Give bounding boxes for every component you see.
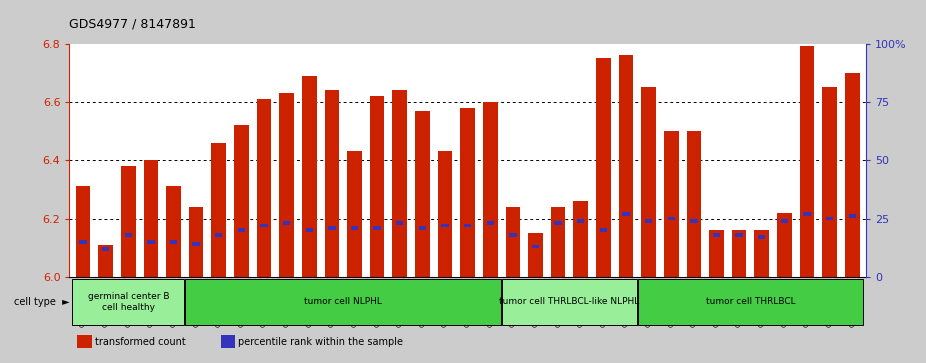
Text: tumor cell THRLBCL: tumor cell THRLBCL (706, 297, 795, 306)
FancyBboxPatch shape (638, 279, 863, 325)
Bar (80, 240, 87, 244)
Bar (302, 76, 317, 277)
Bar (758, 235, 766, 239)
Bar (396, 221, 404, 225)
Bar (460, 108, 475, 277)
Bar (464, 224, 471, 227)
Bar (169, 240, 177, 244)
Bar (532, 245, 539, 248)
FancyBboxPatch shape (72, 279, 184, 325)
Bar (577, 219, 584, 223)
Bar (78, 335, 92, 348)
Bar (193, 242, 200, 246)
Text: tumor cell NLPHL: tumor cell NLPHL (305, 297, 382, 306)
Bar (668, 217, 675, 220)
Bar (826, 217, 833, 220)
Bar (686, 131, 701, 277)
Bar (442, 224, 449, 227)
Bar (644, 219, 652, 223)
FancyBboxPatch shape (185, 279, 501, 325)
Bar (800, 46, 814, 277)
Bar (280, 93, 294, 277)
Bar (528, 233, 543, 277)
Bar (125, 233, 131, 237)
Bar (664, 131, 679, 277)
Bar (438, 151, 453, 277)
Bar (147, 240, 155, 244)
Bar (848, 214, 856, 218)
Bar (121, 166, 135, 277)
Text: transformed count: transformed count (95, 337, 186, 347)
Text: percentile rank within the sample: percentile rank within the sample (238, 337, 404, 347)
Bar (373, 226, 381, 230)
Bar (144, 160, 158, 277)
Bar (260, 224, 268, 227)
Bar (220, 335, 235, 348)
Bar (419, 226, 426, 230)
Bar (555, 221, 562, 225)
Bar (98, 245, 113, 277)
Bar (551, 207, 566, 277)
Bar (283, 221, 291, 225)
Bar (166, 187, 181, 277)
Bar (509, 233, 517, 237)
Bar (102, 247, 109, 251)
Bar (622, 212, 630, 216)
Bar (596, 58, 611, 277)
Bar (709, 230, 724, 277)
Text: tumor cell THRLBCL-like NLPHL: tumor cell THRLBCL-like NLPHL (499, 297, 640, 306)
Bar (804, 212, 810, 216)
Bar (215, 233, 222, 237)
Text: GDS4977 / 8147891: GDS4977 / 8147891 (69, 18, 196, 31)
Text: germinal center B
cell healthy: germinal center B cell healthy (88, 292, 169, 312)
Bar (690, 219, 697, 223)
Bar (369, 96, 384, 277)
Bar (482, 102, 497, 277)
Bar (76, 187, 91, 277)
Bar (822, 87, 837, 277)
Bar (845, 73, 859, 277)
FancyBboxPatch shape (502, 279, 637, 325)
Bar (189, 207, 204, 277)
Bar (324, 90, 339, 277)
Bar (351, 226, 358, 230)
Bar (777, 213, 792, 277)
Bar (234, 125, 249, 277)
Bar (486, 221, 494, 225)
Bar (393, 90, 407, 277)
Bar (755, 230, 770, 277)
Bar (347, 151, 362, 277)
Bar (328, 226, 335, 230)
Bar (713, 233, 720, 237)
Bar (619, 55, 633, 277)
Bar (506, 207, 520, 277)
Bar (415, 111, 430, 277)
Text: cell type  ►: cell type ► (14, 297, 69, 307)
Bar (732, 230, 746, 277)
Bar (735, 233, 743, 237)
Bar (781, 219, 788, 223)
Bar (642, 87, 656, 277)
Bar (306, 228, 313, 232)
Bar (573, 201, 588, 277)
Bar (257, 99, 271, 277)
Bar (211, 143, 226, 277)
Bar (238, 228, 245, 232)
Bar (600, 228, 607, 232)
